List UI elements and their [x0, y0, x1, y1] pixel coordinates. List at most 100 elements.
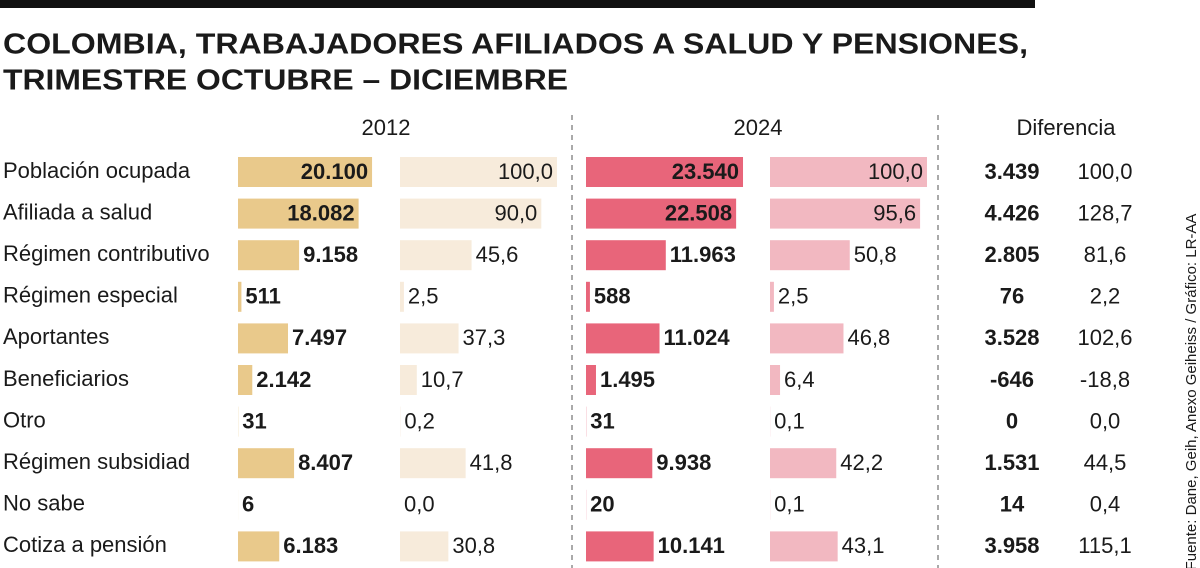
value-bar: [238, 448, 295, 479]
value-bar: [238, 323, 289, 354]
percent-label: 30,8: [452, 533, 495, 558]
percent-label: 42,2: [840, 450, 883, 475]
column-header: 2024: [734, 115, 783, 140]
percent-label: 90,0: [494, 200, 537, 225]
chart-title: COLOMBIA, TRABAJADORES AFILIADOS A SALUD…: [3, 29, 1028, 61]
value-bar: [238, 531, 280, 562]
percent-label: 37,3: [463, 325, 506, 350]
percent-label: 2,5: [778, 284, 809, 309]
value-label: 11.963: [670, 242, 736, 267]
value-bar: [238, 198, 359, 229]
percent-label: 100,0: [498, 159, 553, 184]
difference-percent: 115,1: [1078, 533, 1131, 558]
percent-bar: [400, 531, 449, 562]
row-label: Régimen subsidiad: [3, 449, 190, 474]
difference-value: 3.528: [984, 325, 1039, 350]
value-bar: [238, 240, 300, 271]
value-label: 9.938: [656, 450, 711, 475]
row-label: Aportantes: [3, 324, 109, 349]
row-label: Régimen especial: [3, 283, 178, 308]
difference-percent: 128,7: [1077, 200, 1132, 225]
percent-bar: [400, 448, 466, 479]
percent-bar: [770, 531, 838, 562]
value-label: 8.407: [298, 450, 353, 475]
percent-bar: [770, 281, 774, 312]
percent-bar: [770, 448, 837, 479]
value-label: 9.158: [303, 242, 358, 267]
value-bar: [238, 157, 373, 187]
value-label: 511: [245, 284, 281, 309]
difference-value: -646: [990, 367, 1034, 392]
top-rule: [0, 0, 1035, 8]
value-label: 10.141: [658, 533, 725, 558]
value-label: 11.024: [664, 325, 731, 350]
row-label: Beneficiarios: [3, 366, 129, 391]
difference-value: 4.426: [984, 200, 1039, 225]
value-label: 1.495: [600, 367, 655, 392]
difference-value: 1.531: [984, 450, 1039, 475]
row-label: Población ocupada: [3, 158, 191, 183]
percent-label: 0,0: [404, 492, 435, 517]
value-bar: [586, 240, 666, 271]
percent-bar: [770, 365, 781, 395]
difference-value: 3.439: [984, 159, 1039, 184]
value-bar: [586, 323, 660, 354]
value-label: 2.142: [256, 367, 311, 392]
difference-percent: 102,6: [1077, 325, 1132, 350]
source: Fuente: Dane, Geih, Anexo Geiheiss / Grá…: [1183, 214, 1200, 568]
percent-bar: [400, 157, 557, 187]
percent-label: 50,8: [854, 242, 897, 267]
column-header: Diferencia: [1016, 115, 1116, 140]
difference-value: 2.805: [984, 242, 1039, 267]
chart-title: TRIMESTRE OCTUBRE – DICIEMBRE: [3, 65, 568, 97]
value-bar: [586, 198, 737, 229]
percent-bar: [770, 198, 921, 229]
row-label: No sabe: [3, 491, 85, 516]
value-label: 7.497: [292, 325, 347, 350]
difference-value: 76: [1000, 284, 1024, 309]
value-bar: [238, 365, 253, 395]
value-label: 18.082: [287, 200, 354, 225]
percent-bar: [400, 323, 459, 354]
difference-percent: -18,8: [1080, 367, 1130, 392]
column-header: 2012: [362, 115, 411, 140]
value-label: 20: [590, 492, 614, 517]
value-label: 6: [242, 492, 254, 517]
percent-bar: [400, 281, 404, 312]
percent-label: 100,0: [868, 159, 923, 184]
percent-label: 45,6: [476, 242, 519, 267]
value-bar: [586, 448, 653, 479]
difference-percent: 81,6: [1084, 242, 1127, 267]
value-label: 31: [590, 408, 614, 433]
row-label: Cotiza a pensión: [3, 532, 167, 557]
percent-bar: [400, 240, 472, 271]
percent-label: 0,2: [404, 408, 435, 433]
value-bar: [586, 531, 654, 562]
row-label: Otro: [3, 407, 46, 432]
value-label: 6.183: [283, 533, 338, 558]
difference-percent: 100,0: [1077, 159, 1132, 184]
percent-label: 46,8: [847, 325, 890, 350]
value-bar: [238, 281, 242, 312]
difference-value: 3.958: [984, 533, 1039, 558]
percent-bar: [400, 365, 417, 395]
value-bar: [586, 281, 590, 312]
percent-label: 41,8: [470, 450, 513, 475]
value-label: 588: [594, 284, 631, 309]
difference-percent: 0,0: [1090, 408, 1121, 433]
row-label: Afiliada a salud: [3, 199, 152, 224]
percent-bar: [770, 157, 927, 187]
row-label: Régimen contributivo: [3, 241, 210, 266]
percent-label: 2,5: [408, 284, 439, 309]
value-bar: [586, 365, 596, 395]
percent-label: 10,7: [421, 367, 464, 392]
difference-value: 14: [1000, 492, 1025, 517]
difference-value: 0: [1006, 408, 1018, 433]
value-label: 23.540: [672, 159, 739, 184]
difference-percent: 44,5: [1084, 450, 1127, 475]
difference-percent: 0,4: [1090, 492, 1121, 517]
percent-bar: [770, 323, 844, 354]
percent-label: 6,4: [784, 367, 815, 392]
percent-label: 0,1: [774, 492, 805, 517]
